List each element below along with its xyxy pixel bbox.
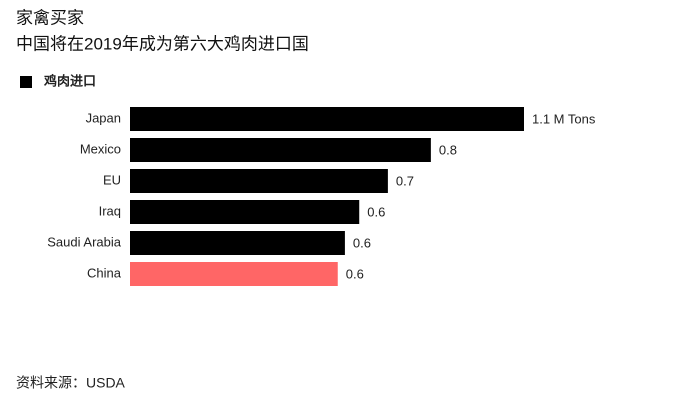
bar bbox=[130, 169, 388, 193]
legend-label: 鸡肉进口 bbox=[43, 73, 96, 88]
source: 资料来源：USDA bbox=[16, 375, 126, 391]
y-tick-label: Iraq bbox=[99, 203, 121, 218]
y-tick-label: EU bbox=[103, 172, 121, 187]
legend-swatch bbox=[20, 76, 32, 88]
y-tick-label: Japan bbox=[86, 110, 121, 125]
value-label: 0.6 bbox=[353, 235, 371, 250]
bar bbox=[130, 107, 524, 131]
chart-subtitle: 中国将在2019年成为第六大鸡肉进口国 bbox=[16, 34, 309, 53]
y-tick-label: China bbox=[87, 265, 122, 280]
y-tick-label: Mexico bbox=[80, 141, 121, 156]
bar bbox=[130, 138, 431, 162]
value-label: 0.6 bbox=[346, 266, 364, 281]
value-label: 0.8 bbox=[439, 142, 457, 157]
y-tick-label: Saudi Arabia bbox=[47, 234, 121, 249]
chart-title: 家禽买家 bbox=[16, 8, 84, 27]
bar bbox=[130, 200, 360, 224]
bar bbox=[130, 262, 338, 286]
bar bbox=[130, 231, 345, 255]
value-label: 0.7 bbox=[396, 173, 414, 188]
value-label: 0.6 bbox=[367, 204, 385, 219]
value-label: 1.1 M Tons bbox=[532, 111, 596, 126]
